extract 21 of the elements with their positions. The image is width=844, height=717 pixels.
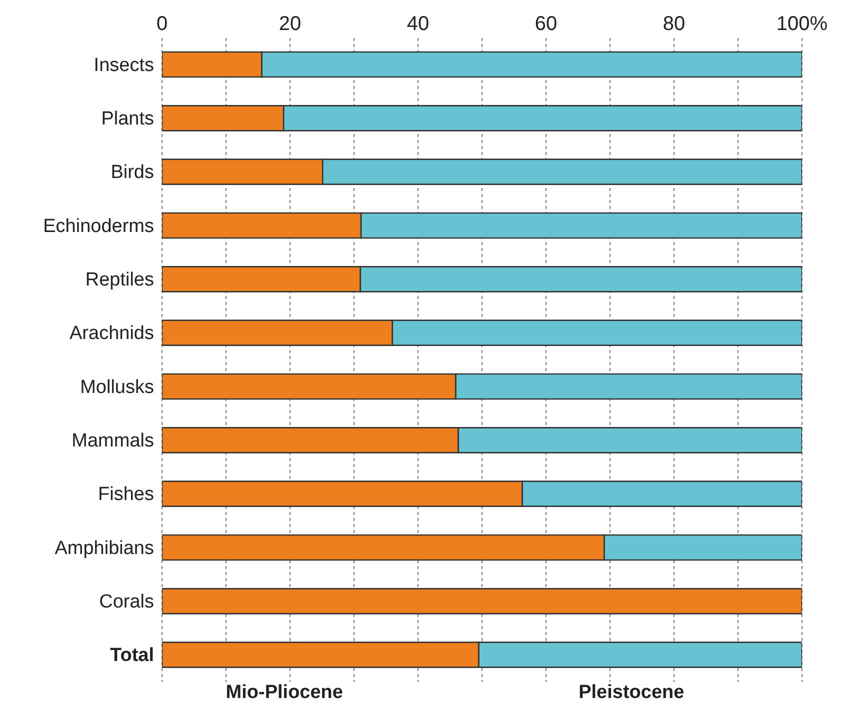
x-tick-label: 80 [662, 13, 686, 35]
y-tick-label: Mammals [72, 430, 154, 452]
y-tick-label: Echinoderms [43, 216, 154, 237]
series-label: Pleistocene [578, 682, 684, 704]
y-tick-label: Total [110, 645, 154, 666]
x-tick-label: 100% [776, 13, 828, 35]
x-tick-label: 20 [278, 13, 302, 35]
bar [162, 588, 802, 614]
y-tick-label: Mollusks [80, 376, 154, 398]
y-tick-label: Insects [94, 54, 154, 76]
y-tick-label: Corals [99, 592, 154, 612]
x-tick-label: 40 [406, 13, 430, 35]
x-tick-label: 0 [156, 13, 168, 35]
y-tick-label: Reptiles [85, 270, 154, 290]
y-tick-label: Fishes [98, 484, 154, 506]
y-tick-label: Amphibians [54, 538, 154, 559]
y-tick-label: Birds [110, 162, 154, 184]
series-label: Mio-Pliocene [226, 682, 343, 704]
y-tick-label: Plants [101, 108, 154, 130]
x-tick-label: 60 [534, 13, 558, 35]
y-tick-label: Arachnids [70, 323, 154, 344]
